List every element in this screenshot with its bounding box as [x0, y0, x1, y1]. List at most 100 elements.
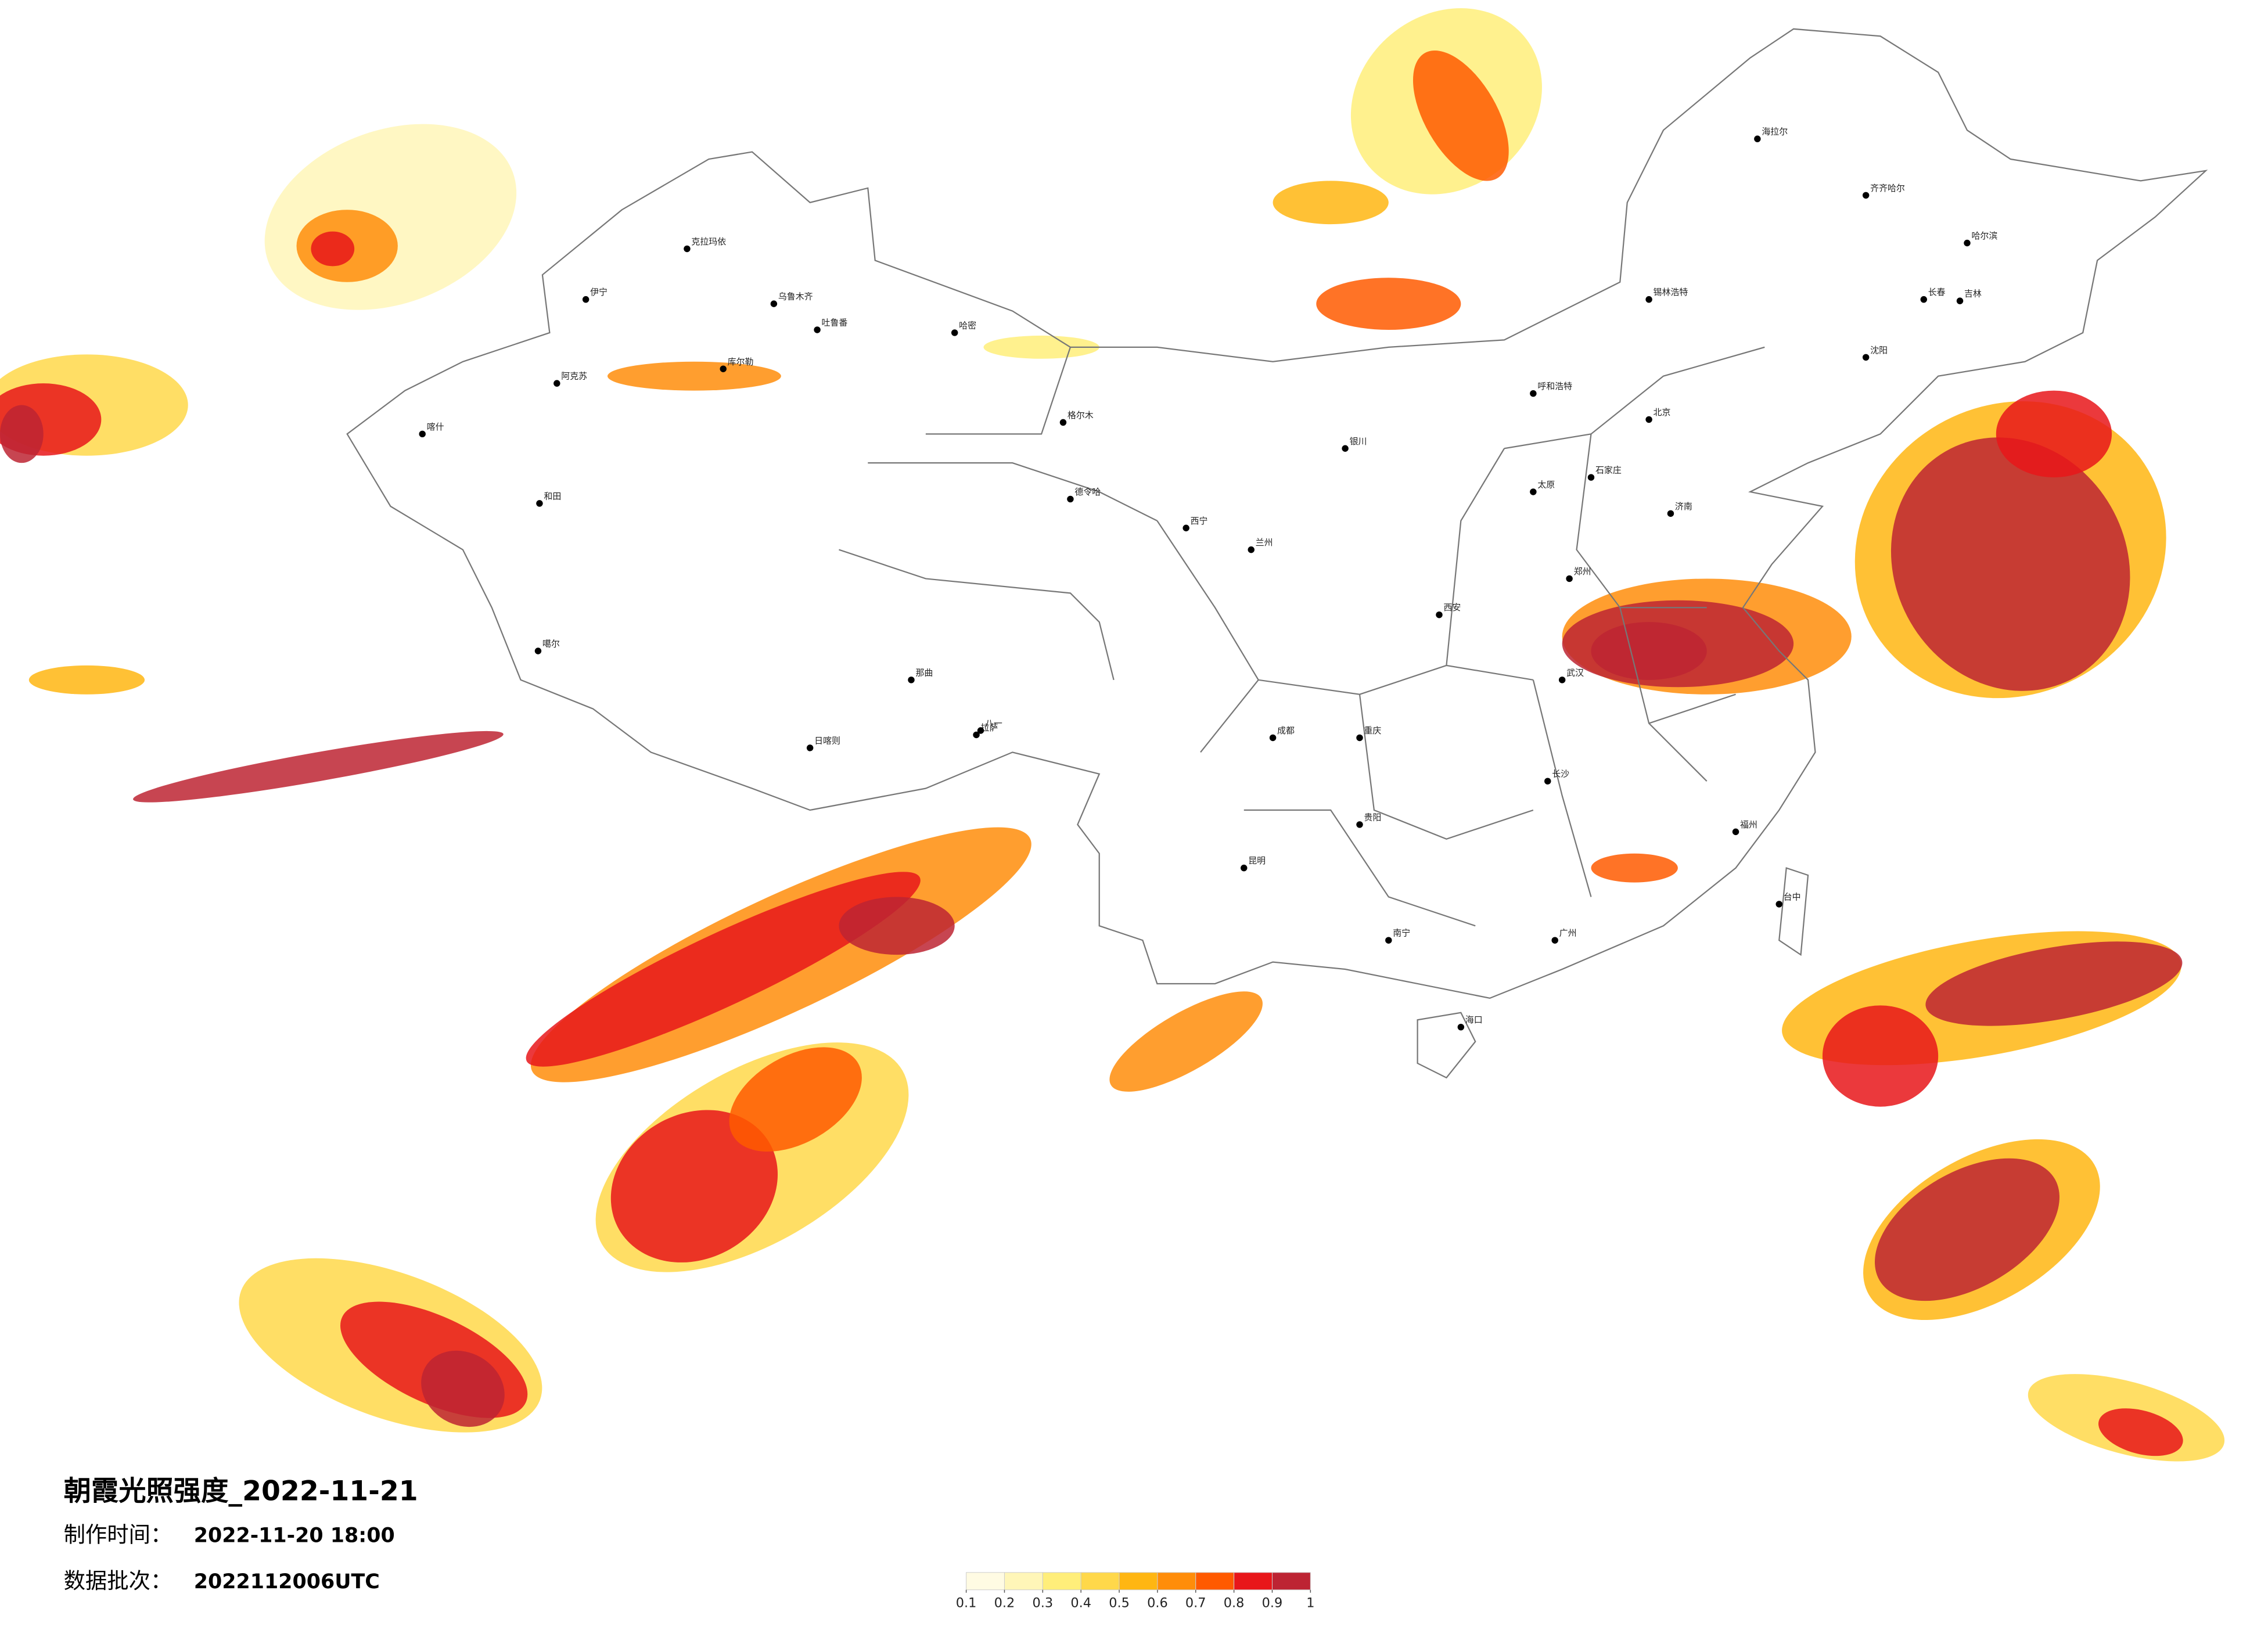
cloud-patch: [1925, 941, 2183, 1026]
city-dot: [1551, 937, 1558, 944]
city-dot: [1356, 821, 1363, 828]
colorbar-label: 0.3: [1033, 1596, 1054, 1611]
city-label: 克拉玛依: [691, 236, 726, 247]
city-dot: [1269, 734, 1277, 742]
city-dot: [720, 365, 727, 372]
city-dot: [1248, 546, 1255, 553]
city-dot: [1920, 296, 1928, 303]
made-time: 2022-11-20 18:00: [194, 1524, 395, 1548]
colorbar-segment: [966, 1572, 1005, 1591]
colorbar-segment: [1195, 1572, 1235, 1591]
city-label: 银川: [1350, 436, 1367, 447]
city-dot: [977, 727, 984, 734]
city-dot: [1241, 864, 1248, 872]
city-dot: [1775, 901, 1782, 908]
cloud-patch: [28, 665, 145, 695]
cloud-patch: [983, 335, 1099, 359]
city-label: 那曲: [915, 667, 933, 678]
city-dot: [1385, 937, 1392, 944]
city-dot: [1732, 828, 1739, 836]
city-label: 海口: [1465, 1015, 1483, 1025]
colorbar-label: 0.1: [956, 1596, 977, 1611]
city-label: 吉林: [1964, 289, 1982, 299]
city-label: 台中: [1784, 891, 1801, 902]
city-label: 西安: [1443, 602, 1461, 613]
colorbar-segment: [1042, 1572, 1081, 1591]
cloud-patch: [311, 231, 355, 267]
colorbar-segment: [1271, 1572, 1311, 1591]
cloud-patch: [610, 1110, 778, 1262]
colorbar: 0.1 0.2 0.3 0.4 0.5 0.6 0.7 0.8 0.9 1: [956, 1572, 1314, 1611]
cloud-patch: [1890, 437, 2130, 691]
cloud-patch: [1996, 390, 2112, 478]
city-dot: [806, 744, 814, 751]
city-dot: [684, 245, 691, 253]
city-label: 乌鲁木齐: [778, 292, 813, 302]
city-dot: [1645, 296, 1652, 303]
made-label: 制作时间：: [64, 1522, 172, 1548]
city-label: 德令哈: [1074, 487, 1101, 497]
colorbar-label: 0.7: [1185, 1596, 1206, 1611]
city-label: 昆明: [1248, 855, 1266, 866]
colorbar-label: 0.4: [1070, 1596, 1091, 1611]
city-dot: [1457, 1023, 1465, 1031]
city-dot: [770, 300, 778, 307]
city-label: 日喀则: [814, 735, 840, 746]
cloud-patch: [1875, 1158, 2059, 1301]
cloud-patch: [0, 405, 44, 463]
city-label: 贵阳: [1364, 812, 1381, 822]
city-dot: [951, 329, 958, 336]
cloud-patch: [839, 897, 955, 955]
city-dot: [1182, 524, 1189, 531]
city-dot: [1436, 611, 1443, 618]
city-dot: [582, 296, 590, 303]
colorbar-segment: [1004, 1572, 1043, 1591]
cloud-patch: [1273, 181, 1389, 225]
city-dot: [1956, 297, 1964, 304]
city-dot: [1862, 192, 1870, 199]
city-label: 锡林浩特: [1654, 287, 1688, 297]
city-label: 呼和浩特: [1537, 381, 1572, 391]
city-label: 沈阳: [1870, 345, 1888, 355]
cloud-patch: [1591, 853, 1678, 883]
city-dot: [534, 647, 542, 654]
cloud-patch: [421, 1350, 505, 1427]
city-label: 阿克苏: [561, 371, 587, 382]
city-label: 西宁: [1191, 516, 1208, 526]
borders: [346, 28, 2208, 1079]
colorbar-label: 0.5: [1109, 1596, 1130, 1611]
city-dot: [1067, 495, 1074, 503]
province-lines: [839, 346, 1765, 927]
cloud-patch: [607, 361, 781, 391]
city-label: 兰州: [1256, 537, 1273, 548]
city-label: 重庆: [1364, 725, 1381, 736]
colorbar-label: 0.2: [994, 1596, 1015, 1611]
city-dot: [1530, 488, 1537, 495]
cloud-patch: [1316, 278, 1461, 330]
city-label: 八一: [985, 718, 1002, 729]
city-dot: [908, 677, 915, 684]
city-label: 哈尔滨: [1971, 231, 1997, 241]
city-label: 石家庄: [1595, 465, 1622, 476]
city-dot: [814, 326, 821, 333]
colorbar-label: 0.6: [1147, 1596, 1168, 1611]
city-label: 伊宁: [590, 287, 608, 297]
colorbar-label: 0.8: [1224, 1596, 1245, 1611]
city-label: 长春: [1928, 287, 1946, 297]
city-label: 武汉: [1566, 667, 1584, 678]
cloud-patch: [1109, 991, 1263, 1092]
city-dot: [419, 430, 426, 438]
cloud-patch: [1591, 622, 1707, 680]
colorbar-segment: [1119, 1572, 1158, 1591]
city-label: 喀什: [427, 422, 444, 432]
city-dot: [1530, 390, 1537, 397]
city-label: 太原: [1537, 479, 1555, 490]
cloud-patch: [1412, 51, 1509, 181]
city-dot: [1558, 677, 1566, 684]
title: 朝霞光照强度_2022-11-21: [64, 1475, 418, 1507]
colorbar-label: 1: [1306, 1596, 1314, 1611]
batch-label: 数据批次：: [64, 1568, 172, 1593]
island-hainan: [1417, 1012, 1476, 1079]
cloud-patch: [1822, 1005, 1939, 1107]
